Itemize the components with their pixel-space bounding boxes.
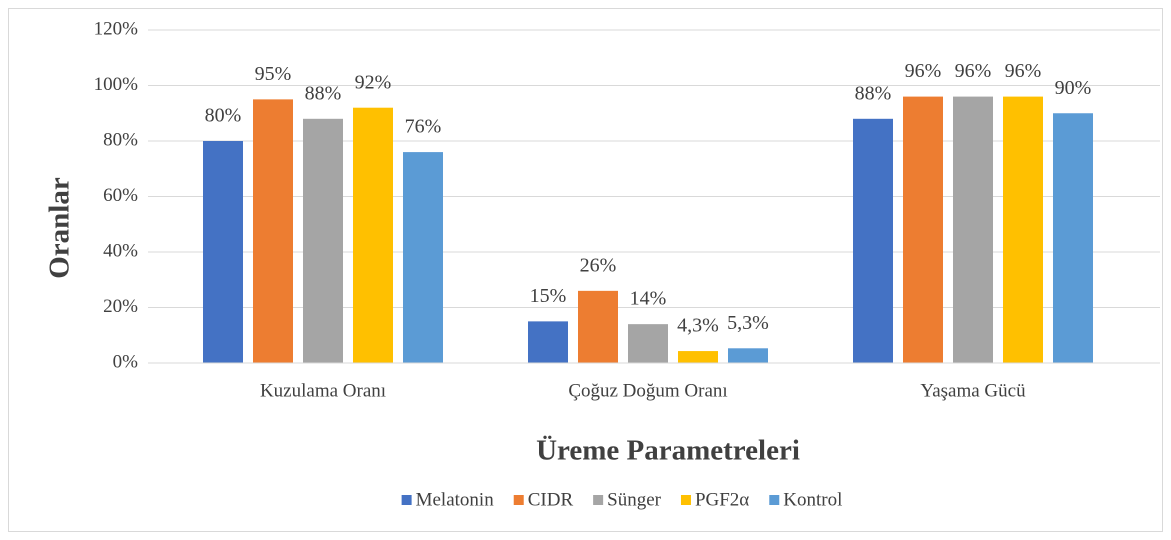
- y-axis-title: Oranlar: [44, 177, 76, 279]
- legend-item: CIDR: [513, 489, 574, 510]
- bar: [853, 118, 893, 363]
- y-tick-label: 120%: [94, 18, 139, 39]
- value-label: 80%: [205, 105, 242, 127]
- bar: [628, 324, 668, 363]
- y-tick-label: 40%: [103, 240, 138, 261]
- bar: [303, 118, 343, 363]
- bar: [403, 152, 443, 363]
- value-label: 4,3%: [677, 315, 719, 337]
- y-tick-label: 100%: [94, 74, 139, 95]
- value-label: 76%: [405, 116, 442, 138]
- legend-item: PGF2α: [680, 489, 749, 510]
- legend-swatch: [769, 495, 780, 505]
- legend-item: Melatonin: [401, 489, 495, 510]
- x-tick-label: Çoğuz Doğum Oranı: [568, 380, 727, 401]
- legend-swatch: [593, 495, 604, 505]
- value-label: 26%: [580, 254, 617, 276]
- legend-item: Sünger: [593, 489, 662, 510]
- y-tick-label: 20%: [103, 296, 138, 317]
- value-label: 88%: [305, 82, 342, 104]
- value-label: 95%: [255, 63, 292, 85]
- bar: [1053, 113, 1093, 363]
- value-label: 90%: [1055, 77, 1092, 99]
- value-label: 96%: [905, 60, 942, 82]
- value-label: 5,3%: [727, 312, 769, 334]
- bar: [953, 96, 993, 363]
- legend-label: Kontrol: [783, 489, 842, 510]
- bar: [528, 321, 568, 363]
- legend-label: CIDR: [528, 489, 574, 510]
- bar: [1003, 96, 1043, 363]
- bar: [903, 96, 943, 363]
- x-axis-title: Üreme Parametreleri: [536, 435, 800, 467]
- value-label: 88%: [855, 82, 892, 104]
- y-tick-label: 80%: [103, 129, 138, 150]
- legend-label: Melatonin: [416, 489, 495, 510]
- legend-swatch: [680, 495, 691, 505]
- legend-item: Kontrol: [769, 489, 842, 510]
- bar: [253, 99, 293, 363]
- bar: [353, 107, 393, 363]
- bar: [578, 290, 618, 363]
- legend-label: PGF2α: [695, 489, 749, 510]
- value-label: 15%: [530, 285, 567, 307]
- bar: [203, 141, 243, 363]
- bar: [728, 348, 768, 363]
- bar: [678, 351, 718, 363]
- y-tick-label: 60%: [103, 185, 138, 206]
- value-label: 96%: [1005, 60, 1042, 82]
- x-tick-label: Kuzulama Oranı: [260, 380, 386, 401]
- value-label: 96%: [955, 60, 992, 82]
- legend-label: Sünger: [607, 489, 662, 510]
- value-label: 92%: [355, 71, 392, 93]
- value-label: 14%: [630, 288, 667, 310]
- x-tick-label: Yaşama Gücü: [920, 380, 1026, 401]
- legend-swatch: [401, 495, 412, 505]
- y-tick-label: 0%: [113, 351, 139, 372]
- legend-swatch: [513, 495, 524, 505]
